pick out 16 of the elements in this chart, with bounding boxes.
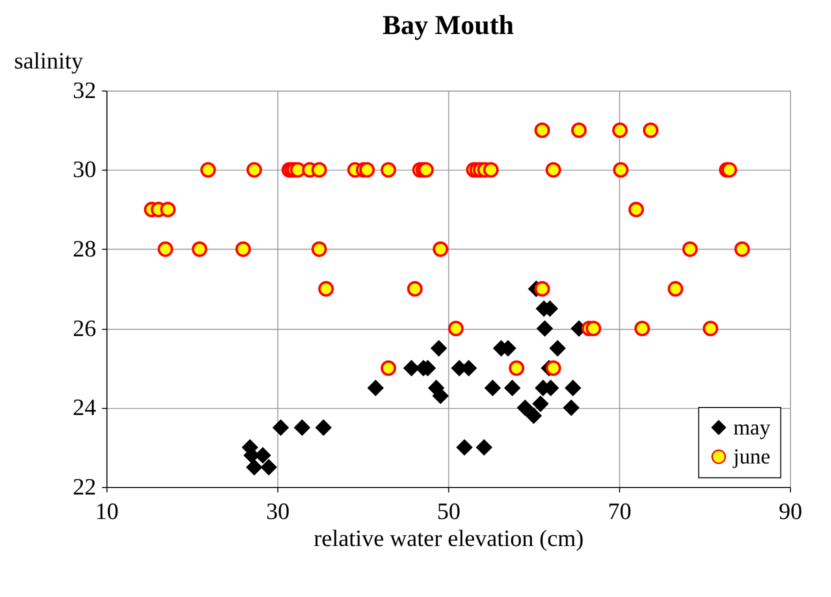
y-tick-label: 22 xyxy=(72,474,96,500)
y-tick-label: 30 xyxy=(72,157,96,184)
x-tick-label: 30 xyxy=(266,498,290,525)
x-axis-title: relative water elevation (cm) xyxy=(314,526,584,552)
y-tick-label: 32 xyxy=(72,78,96,104)
x-tick-label: 50 xyxy=(436,498,460,525)
y-tick-label: 24 xyxy=(72,395,96,422)
y-axis-title: salinity xyxy=(14,48,84,75)
legend-label: june xyxy=(732,444,770,469)
x-tick-label: 10 xyxy=(95,498,119,525)
y-tick-label: 26 xyxy=(72,316,96,342)
legend-label: may xyxy=(733,415,771,440)
y-tick-label: 28 xyxy=(72,236,96,262)
x-tick-label: 90 xyxy=(778,498,802,525)
x-tick-label: 70 xyxy=(608,498,632,525)
chart-title: Bay Mouth xyxy=(382,10,514,40)
